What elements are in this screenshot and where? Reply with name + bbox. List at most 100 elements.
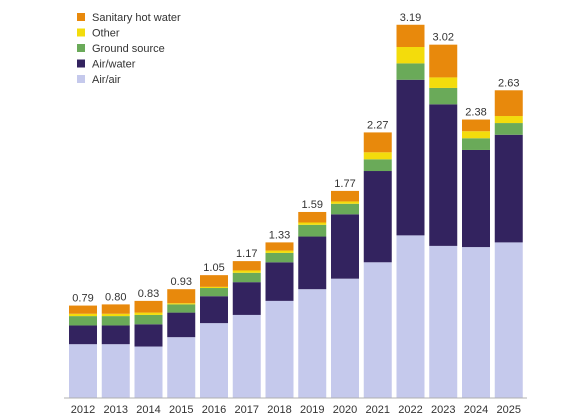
- bar-segment-air-water-2019: [298, 236, 327, 290]
- bar-segment-air-air-2014: [134, 346, 163, 398]
- bar-segment-sanitary-hot-water-2021: [363, 132, 392, 153]
- legend: Sanitary hot water Other Ground source Air/…: [77, 12, 181, 86]
- bar-segment-sanitary-hot-water-2018: [265, 242, 294, 251]
- bar-segment-air-air-2020: [331, 278, 359, 398]
- legend-swatch-air-air: [77, 75, 85, 83]
- bar-segment-other-2016: [200, 286, 228, 289]
- total-label-2023: 3.02: [433, 32, 454, 44]
- total-labels-layer: 0.79 0.80 0.83 0.93 1.05 1.17 1.33 1.59 1.77 2.27…: [72, 12, 519, 305]
- bar-segment-sanitary-hot-water-2014: [134, 300, 163, 313]
- bar-segment-ground-source-2017: [232, 272, 261, 283]
- total-label-2018: 1.33: [269, 229, 290, 241]
- total-label-2022: 3.19: [400, 12, 421, 24]
- legend-label-sanitary-hot-water: Sanitary hot water: [92, 12, 181, 24]
- bar-segment-ground-source-2015: [167, 304, 196, 313]
- bar-segment-air-water-2022: [396, 79, 425, 236]
- x-tick-label-2012: 2012: [71, 404, 95, 416]
- x-tick-label-2020: 2020: [333, 404, 357, 416]
- x-tick-label-2016: 2016: [202, 404, 226, 416]
- bar-segment-ground-source-2016: [200, 288, 228, 297]
- legend-label-air-air: Air/air: [92, 74, 121, 86]
- legend-swatch-sanitary-hot-water: [77, 13, 85, 21]
- bar-segment-ground-source-2018: [265, 252, 294, 263]
- bar-segment-sanitary-hot-water-2015: [167, 289, 196, 304]
- bar-segment-air-water-2014: [134, 324, 163, 347]
- bar-segment-other-2025: [494, 116, 523, 124]
- bar-segment-other-2017: [232, 270, 261, 273]
- legend-label-other: Other: [92, 28, 120, 40]
- bar-segment-air-air-2019: [298, 289, 327, 398]
- bar-segment-ground-source-2023: [429, 87, 458, 105]
- legend-swatch-ground-source: [77, 44, 85, 52]
- total-label-2013: 0.80: [105, 291, 126, 303]
- bar-segment-air-air-2021: [363, 262, 392, 398]
- bar-segment-air-water-2018: [265, 262, 294, 301]
- bar-segment-ground-source-2012: [69, 316, 97, 326]
- bar-segment-sanitary-hot-water-2019: [298, 211, 327, 223]
- bar-segment-ground-source-2022: [396, 63, 425, 80]
- bar-segment-sanitary-hot-water-2023: [429, 44, 458, 78]
- bar-segment-air-water-2015: [167, 312, 196, 338]
- bar-segment-ground-source-2021: [363, 159, 392, 172]
- bar-segment-sanitary-hot-water-2025: [494, 90, 523, 117]
- bar-segment-other-2021: [363, 152, 392, 160]
- bar-segment-other-2015: [167, 303, 196, 305]
- bar-segment-ground-source-2019: [298, 224, 327, 237]
- x-tick-label-2017: 2017: [235, 404, 259, 416]
- total-label-2012: 0.79: [72, 293, 93, 305]
- bar-segment-air-air-2016: [200, 323, 228, 398]
- x-tick-label-2022: 2022: [398, 404, 422, 416]
- legend-label-air-water: Air/water: [92, 59, 136, 71]
- legend-label-ground-source: Ground source: [92, 43, 165, 55]
- bar-segment-sanitary-hot-water-2013: [101, 304, 130, 314]
- x-tick-label-2021: 2021: [366, 404, 390, 416]
- total-label-2016: 1.05: [203, 262, 224, 274]
- x-tick-label-2024: 2024: [464, 404, 488, 416]
- bar-segment-ground-source-2025: [494, 123, 523, 135]
- bar-segment-air-water-2013: [101, 325, 130, 345]
- bar-segment-air-water-2024: [462, 149, 490, 248]
- bar-segment-air-water-2021: [363, 171, 392, 263]
- x-tick-label-2018: 2018: [267, 404, 291, 416]
- bar-segment-ground-source-2014: [134, 314, 163, 325]
- legend-swatch-other: [77, 28, 85, 37]
- total-label-2017: 1.17: [236, 248, 257, 260]
- bar-segment-air-air-2018: [265, 300, 294, 398]
- bar-segment-other-2013: [101, 313, 130, 317]
- bar-segment-air-air-2024: [462, 247, 490, 398]
- bar-segment-air-air-2025: [494, 242, 523, 398]
- bar-segment-ground-source-2020: [331, 203, 359, 215]
- bar-segment-other-2019: [298, 222, 327, 225]
- legend-swatch-air-water: [77, 59, 85, 68]
- x-tick-label-2019: 2019: [300, 404, 324, 416]
- bar-segment-other-2014: [134, 312, 163, 315]
- bar-segment-air-water-2016: [200, 296, 228, 324]
- x-tick-labels-layer: 2012 2013 2014 2015 2016 2017 2018 2019 2020 2021…: [71, 404, 521, 416]
- total-label-2015: 0.93: [171, 276, 192, 288]
- bar-segment-sanitary-hot-water-2016: [200, 275, 228, 287]
- bar-segment-air-water-2020: [331, 214, 359, 279]
- total-label-2014: 0.83: [138, 288, 159, 300]
- bar-segment-air-air-2012: [69, 344, 97, 398]
- bar-segment-sanitary-hot-water-2022: [396, 24, 425, 47]
- total-label-2020: 1.77: [334, 178, 355, 190]
- bar-segment-air-water-2017: [232, 282, 261, 315]
- bar-segment-air-water-2025: [494, 134, 523, 243]
- bar-segment-air-air-2017: [232, 314, 261, 398]
- bar-segment-other-2022: [396, 47, 425, 64]
- bar-segment-ground-source-2013: [101, 316, 130, 326]
- total-label-2021: 2.27: [367, 119, 388, 131]
- bar-segment-other-2023: [429, 77, 458, 88]
- bar-segment-other-2012: [69, 313, 97, 317]
- x-tick-label-2023: 2023: [431, 404, 455, 416]
- bar-segment-sanitary-hot-water-2020: [331, 190, 359, 202]
- bar-segment-air-water-2023: [429, 104, 458, 246]
- bars-layer: [69, 24, 523, 398]
- x-tick-label-2013: 2013: [104, 404, 128, 416]
- bar-segment-other-2020: [331, 201, 359, 204]
- bar-segment-sanitary-hot-water-2017: [232, 261, 261, 271]
- total-label-2019: 1.59: [302, 199, 323, 211]
- bar-segment-sanitary-hot-water-2012: [69, 305, 97, 314]
- bar-segment-other-2018: [265, 250, 294, 253]
